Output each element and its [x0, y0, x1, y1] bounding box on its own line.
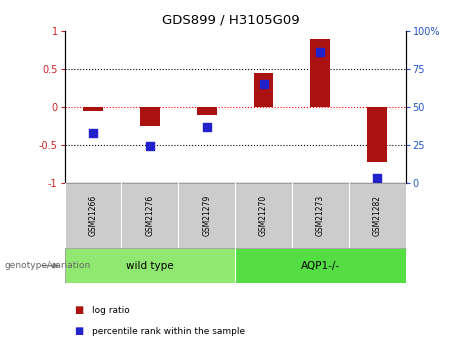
Bar — [121, 183, 178, 248]
Text: GDS899 / H3105G09: GDS899 / H3105G09 — [162, 14, 299, 27]
Text: ■: ■ — [74, 326, 83, 336]
Bar — [310, 39, 331, 107]
Bar — [65, 183, 121, 248]
Point — [260, 81, 267, 87]
Bar — [235, 248, 406, 283]
Bar — [235, 183, 292, 248]
Text: log ratio: log ratio — [92, 306, 130, 315]
Point — [317, 50, 324, 55]
Bar — [367, 107, 387, 161]
Bar — [83, 107, 103, 111]
Point — [373, 176, 381, 181]
Text: GSM21276: GSM21276 — [145, 195, 154, 236]
Bar — [178, 183, 235, 248]
Text: wild type: wild type — [126, 261, 174, 270]
Bar — [197, 107, 217, 115]
Text: percentile rank within the sample: percentile rank within the sample — [92, 327, 245, 336]
Text: GSM21270: GSM21270 — [259, 195, 268, 236]
Bar — [254, 73, 273, 107]
Text: ■: ■ — [74, 306, 83, 315]
Text: GSM21273: GSM21273 — [316, 195, 325, 236]
Point — [89, 130, 97, 136]
Text: GSM21282: GSM21282 — [373, 195, 382, 236]
Point — [203, 124, 210, 129]
Text: GSM21279: GSM21279 — [202, 195, 211, 236]
Text: AQP1-/-: AQP1-/- — [301, 261, 340, 270]
Point — [146, 144, 154, 149]
Bar — [349, 183, 406, 248]
Text: genotype/variation: genotype/variation — [5, 261, 91, 270]
Bar — [140, 107, 160, 126]
Text: GSM21266: GSM21266 — [89, 195, 97, 236]
Bar — [292, 183, 349, 248]
Bar — [65, 248, 235, 283]
